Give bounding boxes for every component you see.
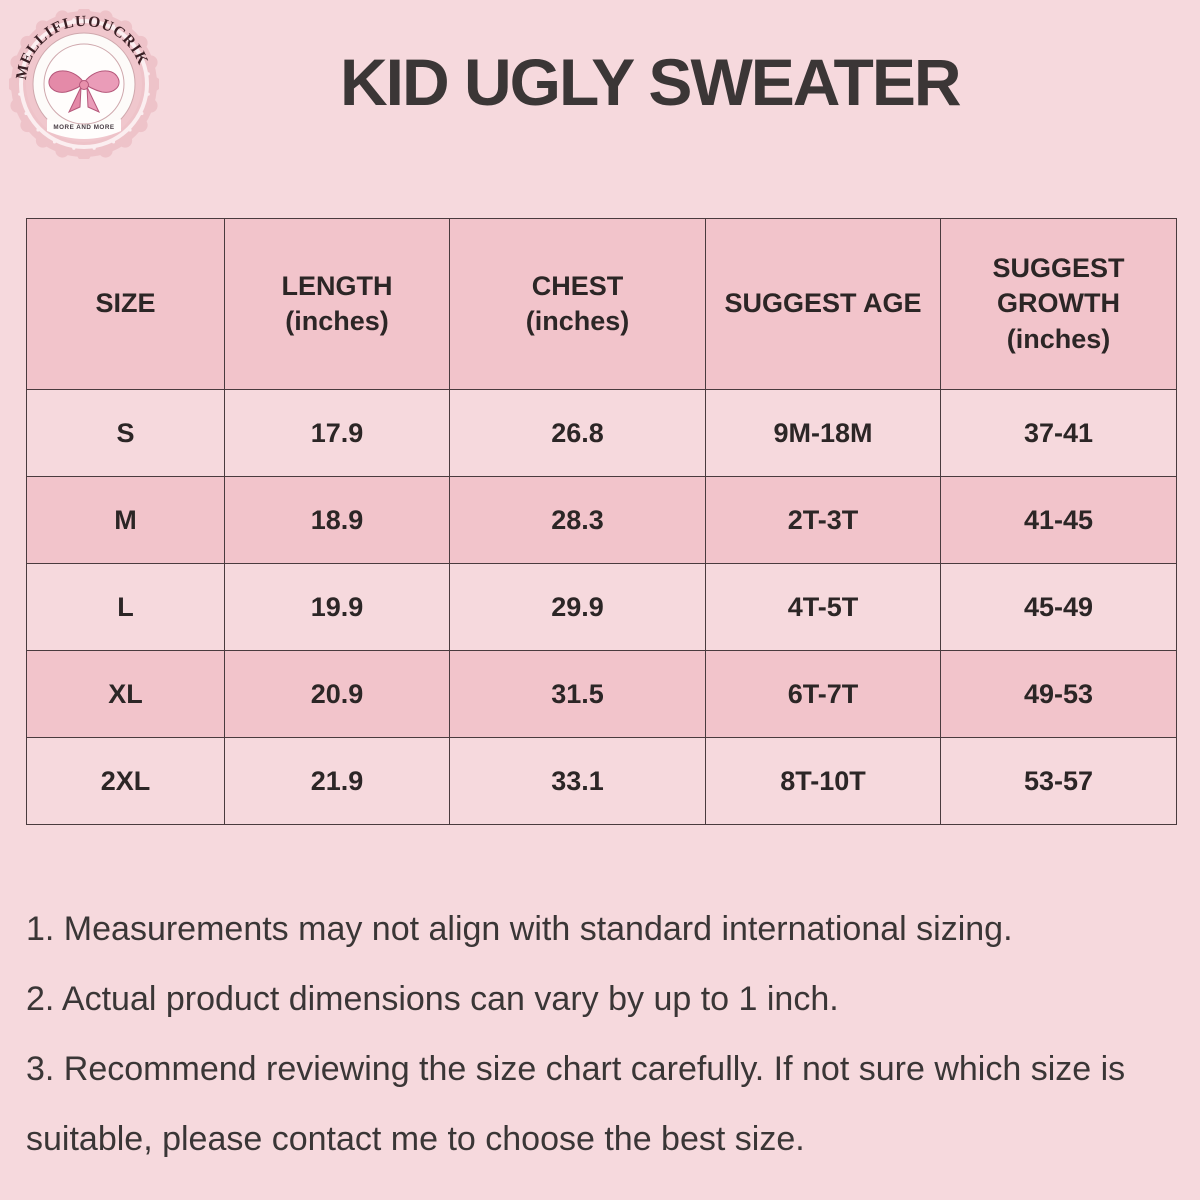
svg-text:MORE AND MORE: MORE AND MORE: [53, 124, 114, 131]
